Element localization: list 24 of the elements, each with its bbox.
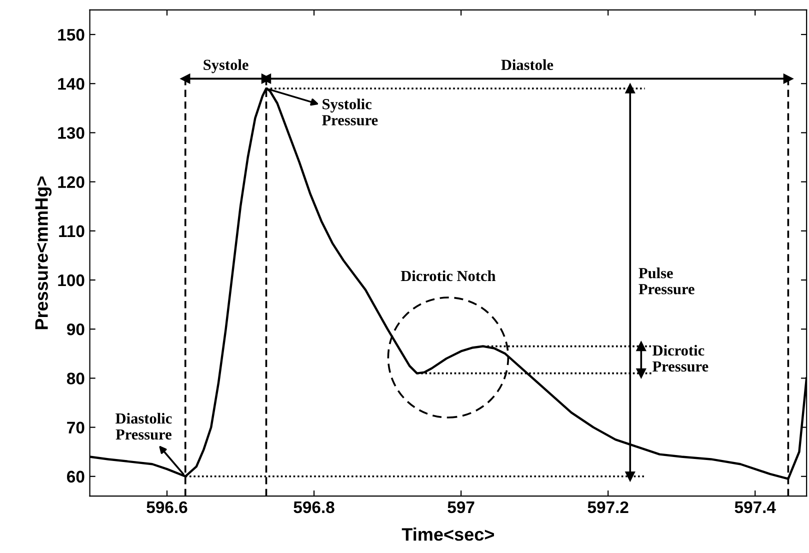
y-tick-label: 110 bbox=[59, 225, 84, 238]
y-axis-title: Pressure<mmHg> bbox=[35, 176, 52, 330]
x-tick-label: 597.4 bbox=[734, 501, 776, 514]
annotation: Diastolic Pressure bbox=[116, 412, 172, 440]
y-tick-label: 80 bbox=[66, 372, 84, 384]
x-tick-label: 597.2 bbox=[588, 501, 628, 514]
annotation: Dicrotic Pressure bbox=[652, 344, 708, 372]
x-axis-title: Time<sec> bbox=[402, 528, 494, 541]
y-tick-label: 90 bbox=[66, 324, 84, 336]
x-tick-label: 596.8 bbox=[294, 501, 334, 514]
y-tick-label: 60 bbox=[67, 470, 84, 483]
y-tick-label: 120 bbox=[58, 176, 84, 188]
y-tick-label: 140 bbox=[58, 78, 84, 90]
x-tick-label: 596.6 bbox=[146, 501, 188, 514]
y-tick-label: 150 bbox=[58, 28, 84, 41]
annotation: Systole bbox=[204, 59, 248, 74]
annotation: Systolic Pressure bbox=[322, 98, 378, 126]
annotation: Pulse Pressure bbox=[638, 268, 694, 294]
y-tick-label: 70 bbox=[67, 422, 84, 434]
annotation: Dicrotic Notch bbox=[400, 270, 496, 282]
x-tick-label: 597 bbox=[448, 501, 474, 514]
y-tick-label: 100 bbox=[58, 274, 84, 286]
y-tick-label: 130 bbox=[58, 127, 84, 139]
annotation: Diastole bbox=[501, 59, 554, 70]
